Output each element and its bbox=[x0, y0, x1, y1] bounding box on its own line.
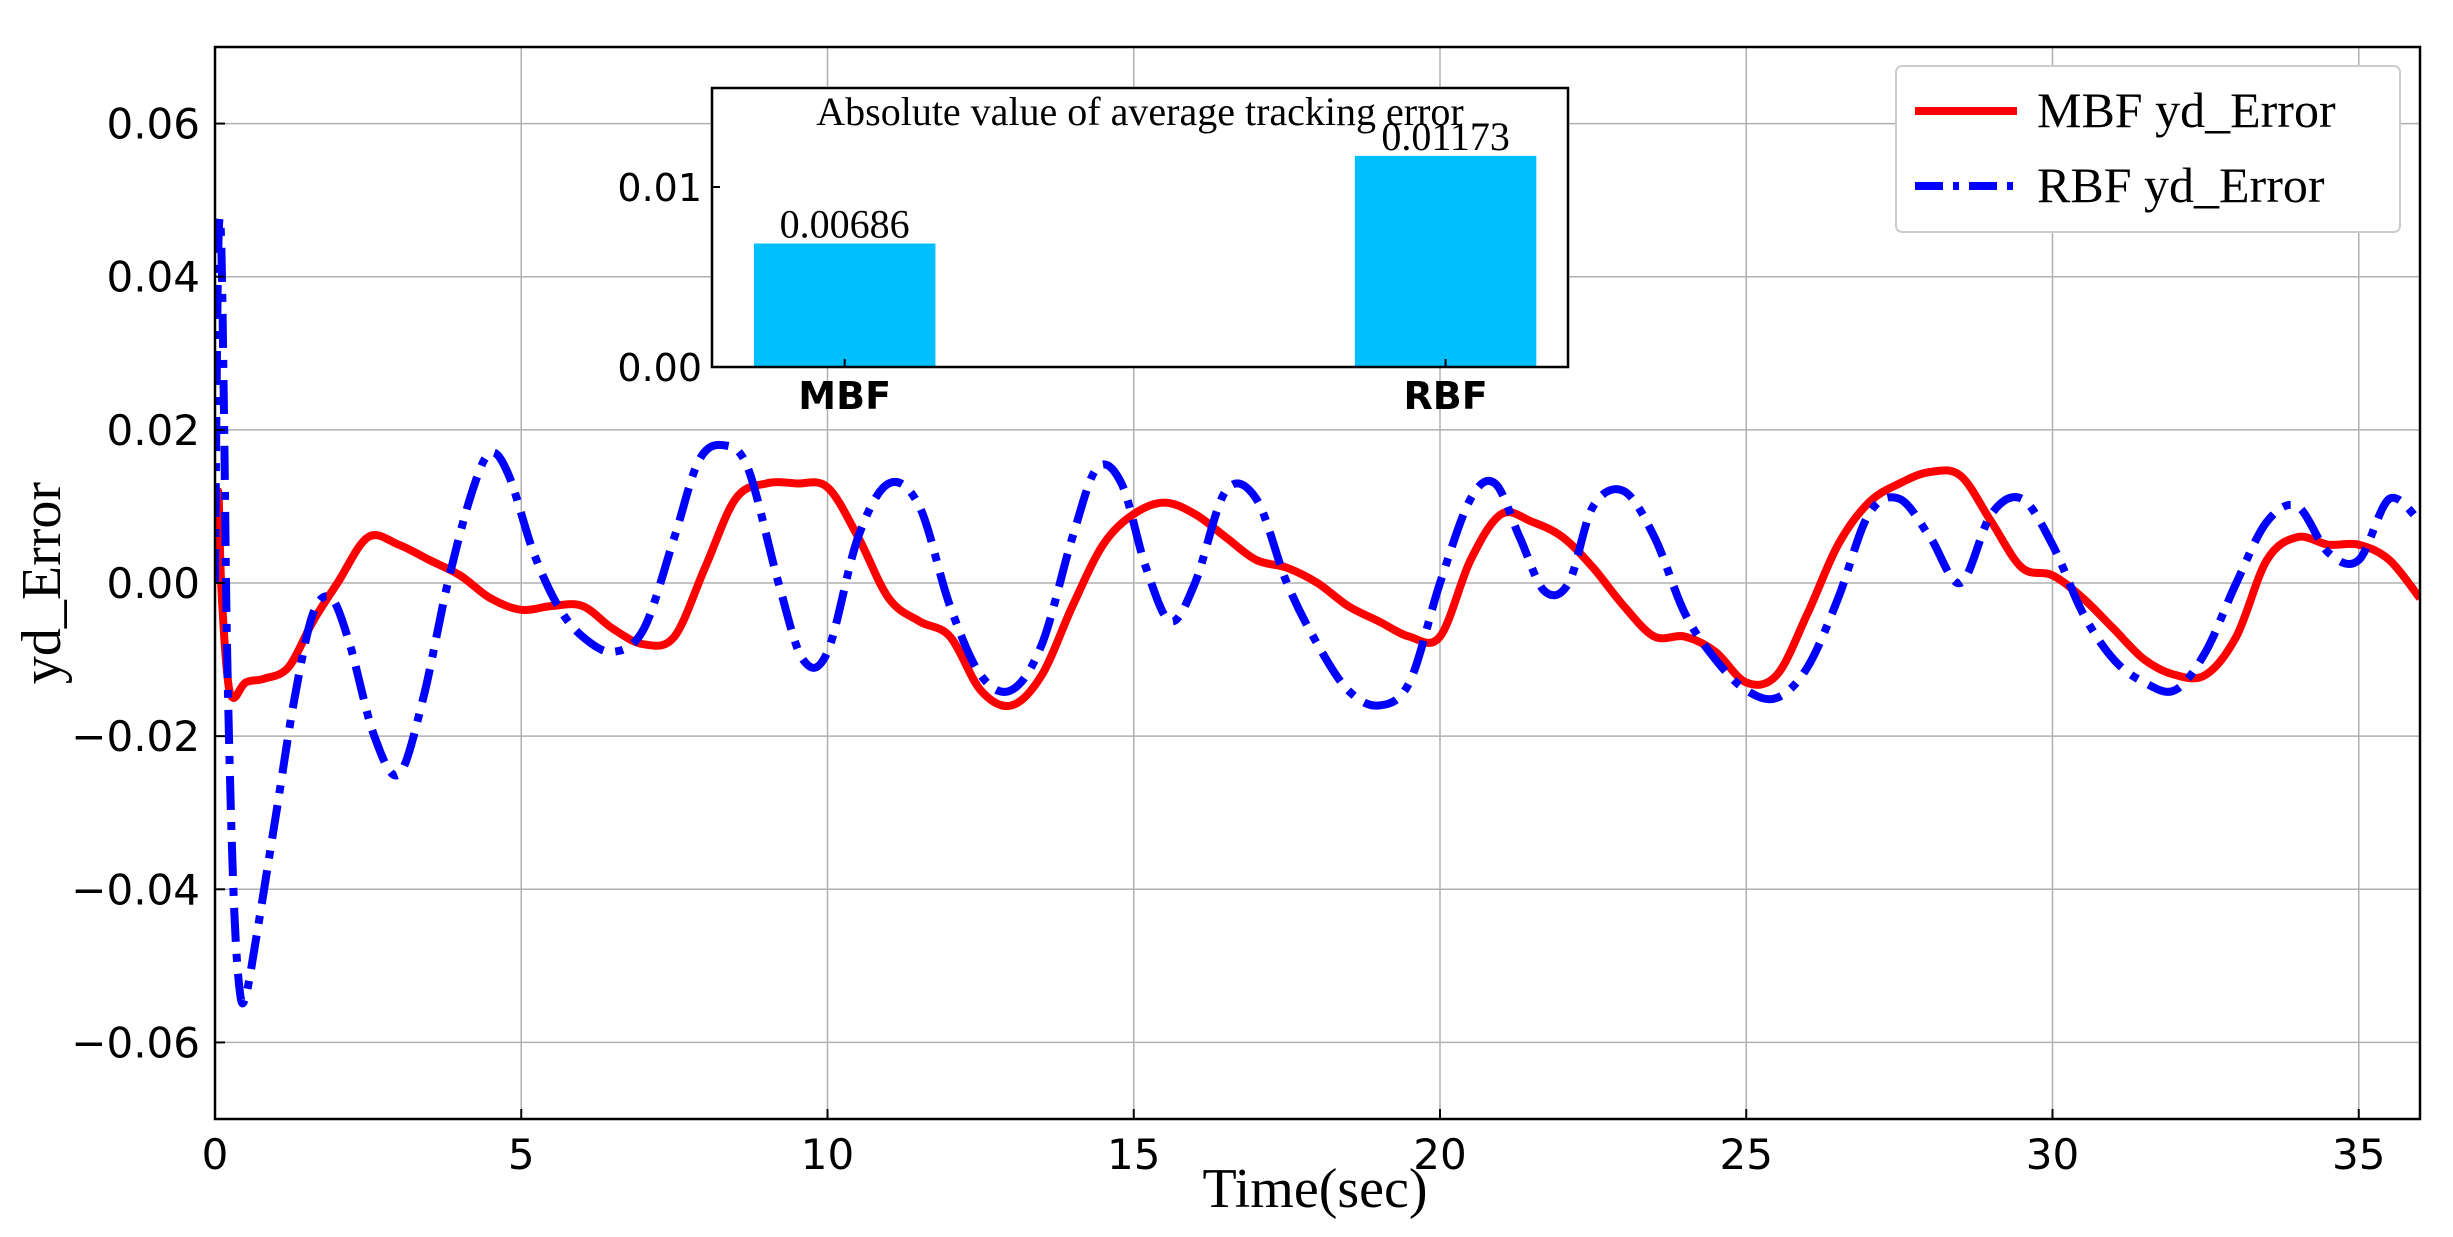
inset-x-tick-label-rbf: RBF bbox=[1403, 374, 1487, 418]
inset-y-ticks: 0.00 0.01 bbox=[617, 166, 720, 390]
main-x-ticks: 0 5 10 15 20 25 30 35 bbox=[202, 1109, 2385, 1179]
y-tick-label: −0.04 bbox=[71, 865, 200, 914]
x-tick-label: 30 bbox=[2026, 1130, 2079, 1179]
inset-frame bbox=[710, 86, 1570, 369]
series-line-rbf bbox=[215, 213, 2420, 1008]
y-tick-label: −0.02 bbox=[71, 712, 200, 761]
legend-label-mbf: MBF yd_Error bbox=[2037, 82, 2336, 138]
inset-y-tick-label: 0.01 bbox=[617, 166, 702, 210]
main-y-ticks: −0.06 −0.04 −0.02 0.00 0.02 0.04 0.06 bbox=[71, 100, 225, 1067]
x-tick-label: 20 bbox=[1413, 1130, 1466, 1179]
bar-mbf bbox=[753, 243, 936, 367]
y-tick-label: −0.06 bbox=[71, 1018, 200, 1067]
y-tick-label: 0.02 bbox=[106, 406, 200, 455]
bar-value-label-mbf: 0.00686 bbox=[780, 202, 910, 247]
x-tick-label: 15 bbox=[1107, 1130, 1160, 1179]
series-line-mbf bbox=[215, 466, 2420, 711]
inset-title: Absolute value of average tracking error bbox=[816, 89, 1463, 134]
inset-y-tick-label: 0.00 bbox=[617, 346, 702, 390]
bar-value-label-rbf: 0.01173 bbox=[1381, 114, 1510, 159]
y-tick-label: 0.06 bbox=[106, 100, 200, 149]
bar-rbf bbox=[1354, 155, 1537, 367]
x-axis-title: Time(sec) bbox=[1202, 1158, 1427, 1220]
inset-bar-chart: Absolute value of average tracking error… bbox=[617, 86, 1570, 418]
inset-x-ticks: MBF RBF bbox=[798, 359, 1488, 418]
y-axis-title: yd_Error bbox=[11, 482, 73, 685]
x-tick-label: 5 bbox=[508, 1130, 535, 1179]
legend: MBF yd_Error RBF yd_Error bbox=[1895, 65, 2401, 233]
y-tick-label: 0.04 bbox=[106, 253, 200, 302]
inset-bars: 0.00686 0.01173 bbox=[753, 114, 1537, 367]
x-tick-label: 0 bbox=[202, 1130, 229, 1179]
x-tick-label: 10 bbox=[801, 1130, 854, 1179]
main-plot: 0 5 10 15 20 25 30 35 −0.06 −0.04 −0.02 0.00 0.02 0.… bbox=[11, 45, 2422, 1220]
x-tick-label: 35 bbox=[2332, 1130, 2385, 1179]
main-series bbox=[215, 213, 2420, 1008]
y-tick-label: 0.00 bbox=[106, 559, 200, 608]
x-tick-label: 25 bbox=[1720, 1130, 1773, 1179]
legend-label-rbf: RBF yd_Error bbox=[2037, 157, 2325, 213]
inset-x-tick-label-mbf: MBF bbox=[798, 374, 891, 418]
legend-box bbox=[1895, 65, 2401, 233]
